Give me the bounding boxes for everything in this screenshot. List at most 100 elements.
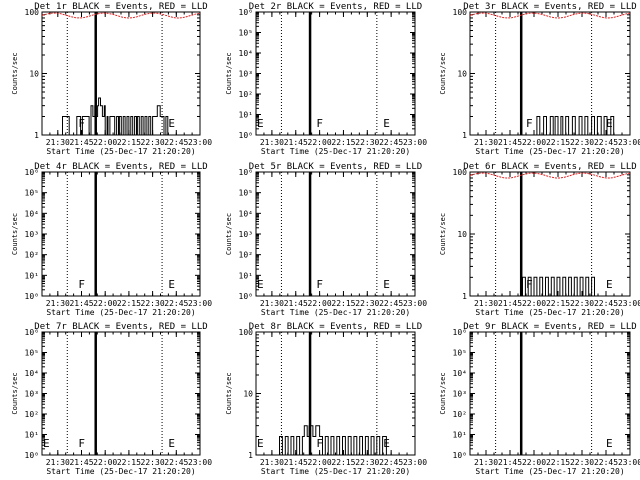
y-tick-label: 10³ (25, 230, 39, 239)
marker-label: F (78, 117, 85, 130)
plot-frame (255, 171, 416, 297)
x-tick-label: 22:30 (355, 299, 379, 308)
y-tick-label: 10⁵ (25, 189, 39, 198)
x-axis-label: Start Time (25-Dec-17 21:20:20) (475, 308, 624, 317)
chart-title: Det 2r BLACK = Events, RED = LLD (249, 2, 422, 12)
chart-panel-2: Det 2r BLACK = Events, RED = LLD 10⁰ 10¹ 10… (225, 2, 427, 156)
chart-title: Det 3r BLACK = Events, RED = LLD (463, 2, 636, 12)
y-axis-label: Counts/sec (439, 52, 447, 94)
marker-label: E (606, 278, 613, 291)
x-axis-label: Start Time (25-Dec-17 21:20:20) (261, 147, 410, 156)
chart-panel-9: Det 9r BLACK = Events, RED = LLD 10⁰ 10¹ 10… (439, 322, 640, 476)
chart-title: Det 1r BLACK = Events, RED = LLD (34, 2, 207, 12)
x-tick-label: 22:15 (117, 299, 141, 308)
y-tick-label: 10⁵ (25, 349, 39, 358)
y-tick-label: 10⁰ (25, 292, 39, 301)
x-tick-label: 22:45 (594, 299, 618, 308)
x-tick-label: 22:00 (93, 458, 117, 467)
y-axis-label: Counts/sec (225, 52, 233, 94)
x-tick-label: 22:45 (164, 458, 188, 467)
x-tick-label: 21:45 (69, 458, 93, 467)
x-tick-label: 21:45 (69, 299, 93, 308)
y-tick-label: 10¹ (25, 271, 39, 280)
chart-title: Det 7r BLACK = Events, RED = LLD (34, 322, 207, 332)
x-tick-label: 22:30 (355, 458, 379, 467)
chart-title: Det 8r BLACK = Events, RED = LLD (249, 322, 422, 332)
marker-label: E (383, 278, 390, 291)
x-axis-label: Start Time (25-Dec-17 21:20:20) (475, 467, 624, 476)
y-axis-label: Counts/sec (225, 213, 233, 255)
x-tick-label: 22:15 (546, 299, 570, 308)
x-tick-label: 22:15 (546, 458, 570, 467)
plot-frame (255, 11, 416, 136)
events-series-line (534, 116, 616, 136)
x-tick-label: 22:00 (308, 138, 332, 147)
marker-label: F (316, 437, 323, 450)
marker-label: F (78, 437, 85, 450)
x-tick-label: 22:15 (331, 299, 355, 308)
chart-panel-6: Det 6r BLACK = Events, RED = LLD 1 10 100 21… (439, 162, 640, 317)
chart-panel-1: Det 1r BLACK = Events, RED = LLD 1 10 100 21… (11, 2, 212, 156)
y-axis-label: Counts/sec (11, 52, 19, 94)
y-tick-label: 10⁰ (453, 451, 467, 460)
y-axis-label: Counts/sec (11, 213, 19, 255)
y-tick-label: 10² (239, 90, 253, 99)
y-tick-label: 10⁴ (25, 209, 39, 218)
x-tick-label: 21:30 (260, 138, 284, 147)
y-tick-label: 10¹ (239, 111, 253, 120)
x-tick-label: 22:00 (308, 458, 332, 467)
y-tick-label: 10³ (25, 390, 39, 399)
chart-title: Det 9r BLACK = Events, RED = LLD (463, 322, 636, 332)
chart-panel-5: Det 5r BLACK = Events, RED = LLD 10⁰ 10¹ 10… (225, 162, 427, 317)
y-tick-label: 10⁶ (25, 168, 39, 177)
marker-label: E (168, 437, 175, 450)
x-tick-label: 22:15 (331, 138, 355, 147)
x-tick-label: 21:45 (498, 458, 522, 467)
x-axis-label: Start Time (25-Dec-17 21:20:20) (46, 147, 195, 156)
marker-label: E (43, 437, 50, 450)
x-axis-label: Start Time (25-Dec-17 21:20:20) (46, 308, 195, 317)
y-tick-label: 10⁴ (239, 49, 253, 58)
x-tick-label: 22:45 (164, 299, 188, 308)
y-tick-label: 10⁴ (25, 369, 39, 378)
marker-label: F (526, 278, 533, 291)
events-series-line (519, 276, 604, 297)
y-tick-label: 10⁶ (25, 328, 39, 337)
x-tick-label: 23:00 (188, 299, 212, 308)
marker-label: E (257, 437, 264, 450)
x-tick-label: 22:45 (379, 458, 403, 467)
events-series-line (276, 425, 389, 456)
x-tick-label: 22:45 (594, 138, 618, 147)
marker-label: F (316, 278, 323, 291)
lld-series-line (469, 172, 631, 179)
y-tick-label: 10 (29, 70, 39, 79)
x-tick-label: 21:45 (284, 458, 308, 467)
marker-label: E (606, 437, 613, 450)
x-tick-label: 23:00 (403, 458, 427, 467)
y-tick-label: 10³ (239, 230, 253, 239)
y-tick-label: 10² (25, 251, 39, 260)
y-tick-label: 100 (453, 168, 468, 177)
y-tick-label: 10⁰ (239, 292, 253, 301)
marker-label: E (257, 278, 264, 291)
x-tick-label: 22:45 (594, 458, 618, 467)
x-tick-label: 21:45 (498, 138, 522, 147)
x-axis-label: Start Time (25-Dec-17 21:20:20) (261, 308, 410, 317)
x-tick-label: 22:30 (355, 138, 379, 147)
marker-label: E (168, 117, 175, 130)
x-tick-label: 22:00 (522, 138, 546, 147)
y-tick-label: 10⁰ (239, 131, 253, 140)
chart-panel-4: Det 4r BLACK = Events, RED = LLD 10⁰ 10¹ 10… (11, 162, 212, 317)
y-tick-label: 10³ (453, 390, 467, 399)
x-tick-label: 21:30 (46, 458, 70, 467)
x-tick-label: 23:00 (403, 299, 427, 308)
x-tick-label: 22:15 (546, 138, 570, 147)
x-tick-label: 21:45 (284, 138, 308, 147)
marker-label: E (606, 117, 613, 130)
y-axis-label: Counts/sec (225, 372, 233, 414)
y-tick-label: 100 (25, 8, 40, 17)
plot-frame (41, 171, 201, 297)
plot-frame (41, 331, 201, 456)
x-tick-label: 22:15 (117, 138, 141, 147)
y-tick-label: 1 (462, 131, 467, 140)
